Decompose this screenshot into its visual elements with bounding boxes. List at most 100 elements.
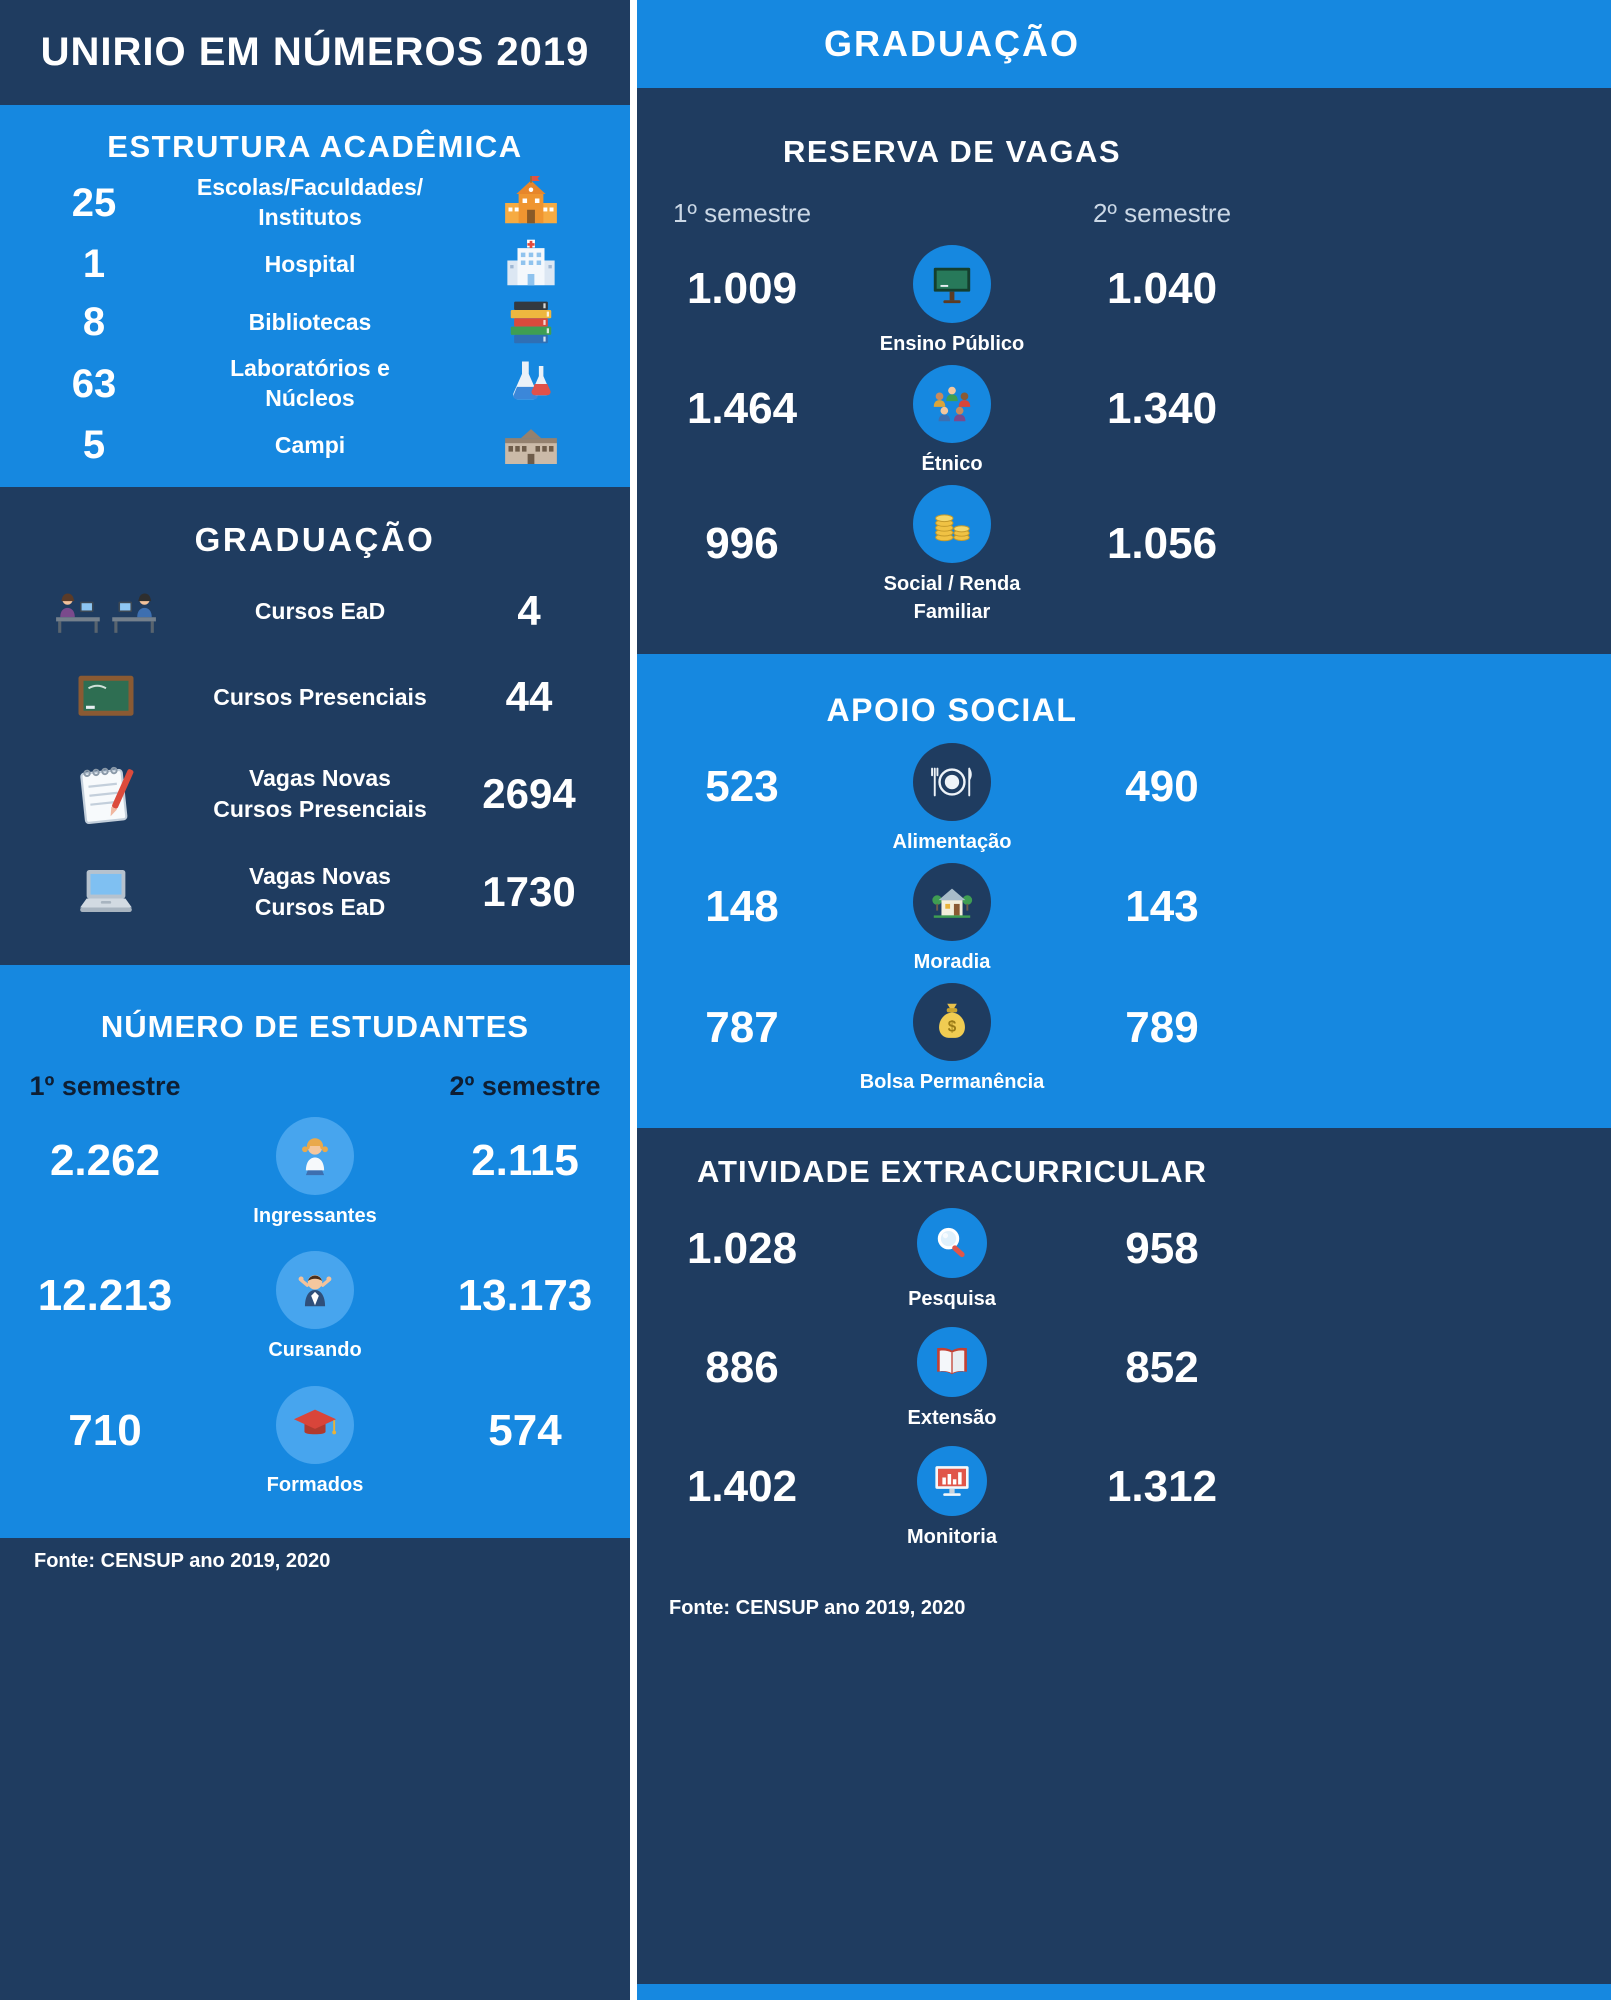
stat-value: 8 bbox=[82, 300, 106, 345]
stat-row-cursos-presenciais: Cursos Presenciais 44 bbox=[26, 667, 604, 727]
student-boy-icon bbox=[298, 1275, 332, 1307]
stat-row-etnico: 1.464 Étnico 1.340 bbox=[637, 364, 1267, 478]
stat-value: 5 bbox=[82, 423, 106, 468]
stat-center: Moradia bbox=[847, 862, 1057, 976]
online-students-icon bbox=[26, 586, 186, 636]
icon-circle bbox=[276, 1386, 354, 1465]
chalkboard-icon bbox=[26, 667, 186, 727]
stat-row-monitoria: 1.402 Monitoria 1.312 bbox=[637, 1446, 1267, 1551]
stat-row-vagas-presenciais: Vagas Novas Cursos Presenciais 2694 bbox=[26, 758, 604, 830]
stat-row-laboratorios: 63 Laboratórios e Núcleos bbox=[24, 354, 606, 414]
stat-value: 63 bbox=[71, 361, 117, 406]
stat-row-alimentacao: 523 Alimentação 490 bbox=[637, 742, 1267, 856]
stat-center: Ensino Público bbox=[847, 244, 1057, 358]
stat-row-moradia: 148 Moradia 143 bbox=[637, 862, 1267, 976]
section-estrutura-academica: ESTRUTURA ACADÊMICA 25 Escolas/Faculdade… bbox=[0, 105, 630, 487]
semester1-label: 1º semestre bbox=[672, 198, 812, 228]
stat-center: Alimentação bbox=[847, 742, 1057, 856]
stat-label: Social / Renda Familiar bbox=[883, 573, 1021, 624]
money-bag-icon: $ bbox=[939, 1004, 965, 1039]
semester2-value: 852 bbox=[1125, 1342, 1199, 1392]
stat-row-pesquisa: 1.028 Pesquisa 958 bbox=[637, 1208, 1267, 1313]
coin-stacks-icon bbox=[935, 514, 970, 542]
semester1-value: 12.213 bbox=[37, 1270, 173, 1320]
semester1-value: 148 bbox=[705, 882, 779, 932]
semester2-value: 2.115 bbox=[471, 1136, 579, 1186]
estudantes-heading: NÚMERO DE ESTUDANTES bbox=[100, 1009, 530, 1044]
semester2-value: 1.056 bbox=[1106, 518, 1218, 568]
semester1-value: 710 bbox=[68, 1405, 142, 1455]
icon-circle bbox=[917, 1327, 987, 1397]
atividade-rows: 1.028 Pesquisa 958 886 bbox=[637, 1208, 1267, 1551]
stat-label: Alimentação bbox=[892, 830, 1012, 853]
semester2-value: 789 bbox=[1125, 1002, 1199, 1052]
icon-circle bbox=[276, 1251, 354, 1330]
semester2-value: 143 bbox=[1125, 882, 1199, 932]
semester2-value: 958 bbox=[1125, 1223, 1199, 1273]
stat-label: Laboratórios e Núcleos bbox=[230, 355, 390, 412]
notebook-pen-icon bbox=[26, 758, 186, 830]
stat-center: Monitoria bbox=[847, 1446, 1057, 1551]
section-apoio-social: APOIO SOCIAL 523 Alimentação 490 bbox=[637, 654, 1611, 1128]
reserva-rows: 1.009 Ensino Público 1.040 1.464 bbox=[637, 229, 1267, 654]
stat-row-escolas: 25 Escolas/Faculdades/ Institutos bbox=[24, 173, 606, 233]
laptop-icon bbox=[26, 861, 186, 923]
stat-row-formados: 710 Formados 574 bbox=[0, 1386, 630, 1499]
plate-cutlery-icon bbox=[931, 767, 972, 797]
stat-value: 1 bbox=[82, 242, 106, 286]
stat-label: Cursos EaD bbox=[254, 597, 386, 624]
graduacao-heading: GRADUAÇÃO bbox=[194, 521, 436, 558]
semester1-value: 787 bbox=[705, 1002, 779, 1052]
stat-row-ensino-publico: 1.009 Ensino Público 1.040 bbox=[637, 244, 1267, 358]
left-title-bar: UNIRIO EM NÚMEROS 2019 bbox=[0, 0, 630, 105]
stat-center: Social / Renda Familiar bbox=[847, 485, 1057, 626]
right-title-bar: GRADUAÇÃO bbox=[637, 0, 1611, 88]
stat-label: Cursos Presenciais bbox=[213, 683, 427, 710]
books-stack-icon bbox=[456, 296, 606, 350]
stat-center: Ingressantes bbox=[210, 1116, 420, 1230]
diverse-people-icon bbox=[933, 386, 971, 422]
stat-center: Formados bbox=[210, 1386, 420, 1499]
semester1-value: 1.402 bbox=[686, 1461, 798, 1511]
section-reserva-de-vagas: RESERVA DE VAGAS 1º semestre 2º semestre… bbox=[637, 88, 1611, 654]
stat-center: $ Bolsa Permanência bbox=[847, 983, 1057, 1096]
graduacao-rows: Cursos EaD 4 Cursos Presenciais 44 Vagas… bbox=[0, 559, 630, 965]
semester1-value: 1.464 bbox=[686, 384, 798, 434]
left-column: UNIRIO EM NÚMEROS 2019 ESTRUTURA ACADÊMI… bbox=[0, 0, 630, 2000]
estrutura-rows: 25 Escolas/Faculdades/ Institutos 1 Hosp… bbox=[0, 165, 630, 487]
apoio-heading: APOIO SOCIAL bbox=[826, 692, 1078, 728]
semester2-value: 1.312 bbox=[1106, 1461, 1218, 1511]
semester2-value: 13.173 bbox=[457, 1270, 593, 1320]
svg-text:$: $ bbox=[948, 1019, 957, 1036]
semester-labels: 1º semestre 2º semestre bbox=[0, 1071, 630, 1102]
campus-building-icon bbox=[456, 419, 606, 473]
stat-label: Extensão bbox=[907, 1407, 997, 1429]
page-title: UNIRIO EM NÚMEROS 2019 bbox=[40, 30, 590, 74]
semester2-value: 1.340 bbox=[1106, 384, 1218, 434]
stat-value: 2694 bbox=[482, 770, 576, 818]
icon-circle bbox=[276, 1116, 354, 1195]
icon-circle bbox=[917, 1208, 987, 1278]
semester1-value: 1.028 bbox=[686, 1223, 798, 1273]
stat-label: Ensino Público bbox=[879, 332, 1025, 355]
stat-value: 4 bbox=[517, 587, 541, 635]
stat-row-vagas-ead: Vagas Novas Cursos EaD 1730 bbox=[26, 861, 604, 923]
lab-flasks-icon bbox=[456, 357, 606, 411]
hospital-icon bbox=[456, 238, 606, 292]
estrutura-heading: ESTRUTURA ACADÊMICA bbox=[107, 129, 523, 164]
stat-row-campi: 5 Campi bbox=[24, 419, 606, 473]
stat-center: Pesquisa bbox=[847, 1208, 1057, 1313]
icon-circle bbox=[913, 364, 991, 443]
section-atividade-extracurricular: ATIVIDADE EXTRACURRICULAR 1.028 Pesquisa… bbox=[637, 1128, 1611, 1984]
stat-label: Monitoria bbox=[907, 1526, 997, 1548]
estudantes-rows: 2.262 Ingressantes 2.115 12.213 bbox=[0, 1102, 630, 1538]
stat-label: Moradia bbox=[913, 950, 991, 973]
stat-row-bolsa-permanencia: 787 $ Bolsa Permanência 789 bbox=[637, 983, 1267, 1096]
stat-value: 25 bbox=[71, 180, 117, 225]
atividade-heading: ATIVIDADE EXTRACURRICULAR bbox=[696, 1154, 1208, 1189]
stat-center: Étnico bbox=[847, 364, 1057, 478]
right-column: GRADUAÇÃO RESERVA DE VAGAS 1º semestre 2… bbox=[637, 0, 1611, 2000]
section-numero-de-estudantes: NÚMERO DE ESTUDANTES 1º semestre 2º seme… bbox=[0, 965, 630, 1538]
stat-row-hospital: 1 Hospital bbox=[24, 238, 606, 292]
chalkboard-stand-icon bbox=[933, 267, 971, 303]
